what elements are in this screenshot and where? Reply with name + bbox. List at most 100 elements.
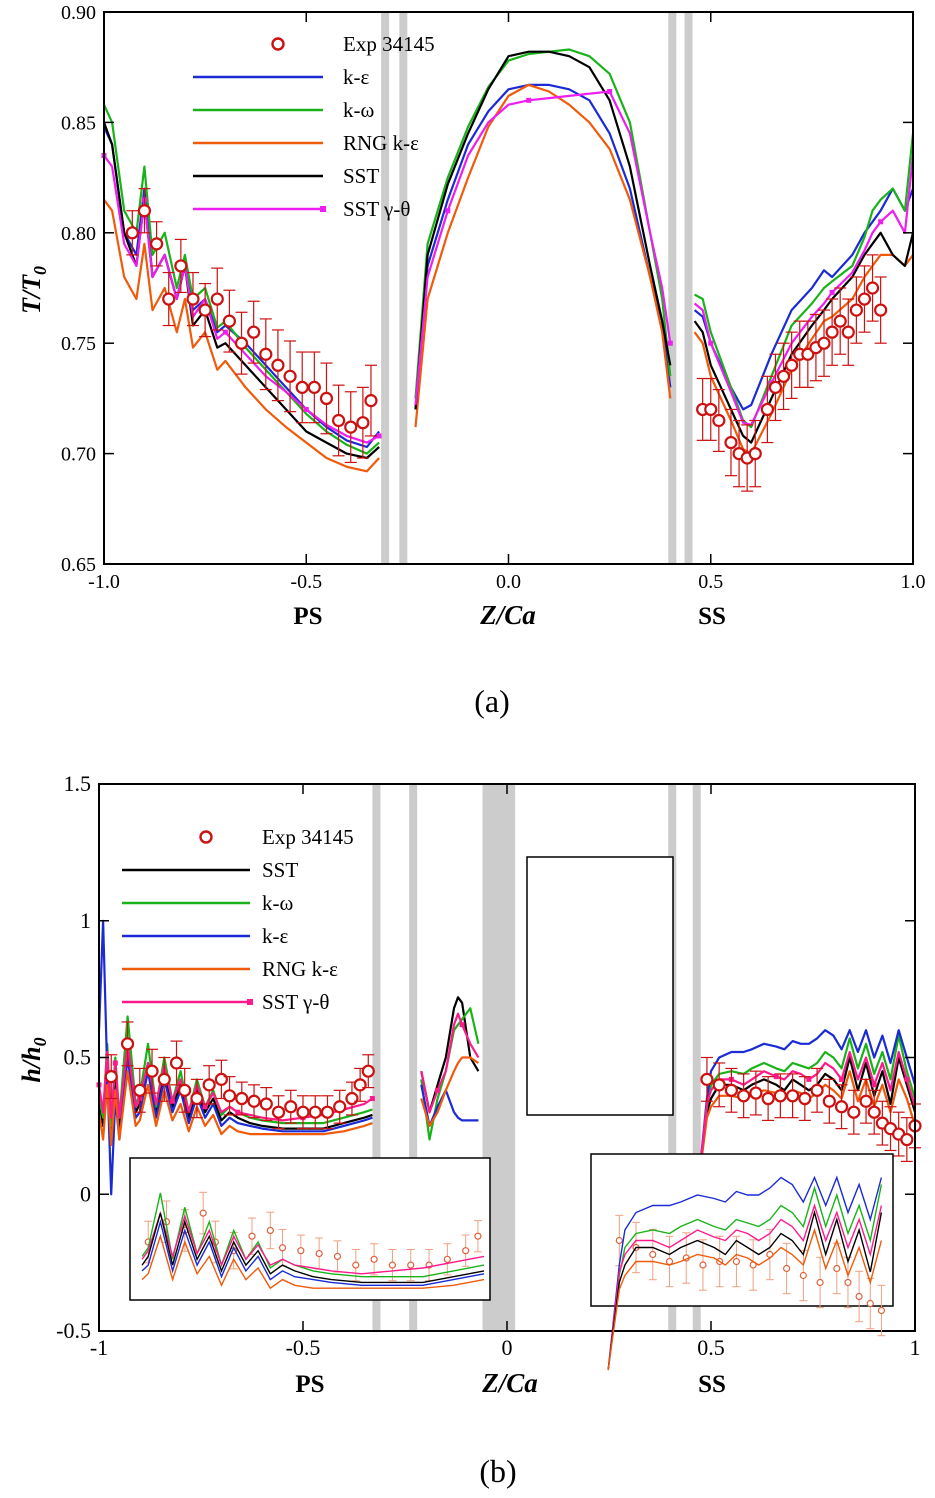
legend-item: k-ω <box>122 891 293 915</box>
legend-item: Exp 34145 <box>271 32 435 56</box>
series-marker <box>871 1082 877 1088</box>
inset-exp-marker <box>732 1257 741 1266</box>
x-tick-label: 0.0 <box>496 571 521 593</box>
panel-b-ylabel: h/h0 <box>17 1037 50 1082</box>
legend-item: SST <box>122 858 298 882</box>
exp-marker <box>841 325 855 339</box>
exp-point <box>284 1089 298 1124</box>
inset-line-SST γ-θ <box>607 1203 883 1371</box>
exp-point <box>776 342 791 411</box>
exp-point <box>785 1073 800 1119</box>
exp-point <box>198 282 212 338</box>
series-marker <box>459 1022 465 1028</box>
exp-point <box>817 309 831 377</box>
legend-label: Exp 34145 <box>343 32 435 56</box>
inset-line-RNG k-ε <box>607 1227 883 1371</box>
legend-label: RNG k-ε <box>262 957 338 981</box>
legend-item: k-ε <box>193 65 369 89</box>
exp-marker <box>361 1064 375 1078</box>
exp-marker <box>174 259 188 273</box>
exp-point <box>133 1067 147 1113</box>
panel-a-side-label-ss: SS <box>698 603 726 630</box>
exp-marker <box>162 292 176 306</box>
exp-point <box>874 276 888 344</box>
exp-point <box>104 1054 118 1100</box>
grey-band <box>409 785 418 1330</box>
exp-point <box>859 1078 873 1124</box>
x-tick-label: 1 <box>910 1335 921 1360</box>
exp-point <box>768 353 783 422</box>
exp-point <box>210 267 224 331</box>
exp-marker <box>834 1100 849 1114</box>
exp-marker <box>308 1105 322 1119</box>
series-marker <box>708 340 714 346</box>
exp-marker <box>332 413 346 428</box>
exp-point <box>834 1084 849 1130</box>
exp-point <box>748 419 762 488</box>
y-tick-label: 0 <box>80 1181 91 1206</box>
exp-point <box>271 1095 286 1130</box>
exp-marker <box>785 358 799 372</box>
exp-marker <box>810 1083 824 1097</box>
exp-marker <box>724 1083 739 1097</box>
exp-point <box>247 1084 261 1119</box>
exp-marker <box>761 1091 775 1106</box>
exp-marker <box>748 447 762 461</box>
exp-point <box>234 311 249 375</box>
exp-point <box>247 300 261 364</box>
inset-exp-marker <box>388 1261 397 1269</box>
inset-exp-marker <box>816 1278 824 1287</box>
series-marker <box>235 1109 241 1115</box>
exp-marker <box>259 1097 273 1111</box>
exp-marker <box>235 1091 249 1106</box>
legend-exp-marker <box>199 830 213 844</box>
y-tick-label: 0.90 <box>61 2 96 24</box>
exp-marker <box>712 1078 726 1092</box>
exp-point <box>125 210 139 256</box>
inset-exp-marker <box>278 1244 287 1252</box>
exp-point <box>319 362 334 435</box>
legend-item: Exp 34145 <box>199 825 354 849</box>
legend-label: k-ε <box>343 65 369 89</box>
inset-exp-marker <box>665 1257 674 1266</box>
grey-band <box>668 13 677 563</box>
exp-marker <box>817 336 831 350</box>
exp-point <box>271 329 285 402</box>
exp-marker <box>700 1072 714 1086</box>
x-tick-label: 0.5 <box>698 571 723 593</box>
exp-marker <box>247 1094 261 1108</box>
inset-ps <box>129 1157 491 1301</box>
exp-marker <box>259 347 273 361</box>
y-tick-label: 1 <box>80 908 91 933</box>
exp-point <box>737 1073 751 1119</box>
exp-marker <box>169 1056 184 1070</box>
exp-marker <box>202 1078 216 1092</box>
exp-marker <box>186 292 200 306</box>
legend-item: k-ε <box>122 924 288 948</box>
y-tick-label: 1.5 <box>64 771 92 796</box>
exp-marker <box>724 435 738 450</box>
x-tick-label: -0.5 <box>286 1335 321 1360</box>
exp-marker <box>865 281 880 295</box>
x-tick-label: -1.0 <box>88 571 120 593</box>
inset-exp-marker <box>855 1292 863 1301</box>
exp-point <box>732 419 746 488</box>
panel-a-side-label-ps: PS <box>293 603 322 630</box>
exp-point <box>283 340 297 413</box>
y-tick-label: 0.75 <box>61 333 96 355</box>
exp-point <box>202 1065 216 1105</box>
panel-b-heat-transfer-chart: -1 -0.5 0 0.5 1-0.500.511.5 Exp 34145SSTk-ωk… <box>17 771 922 1489</box>
inset-exp-marker <box>370 1255 378 1263</box>
inset-middle <box>526 856 674 1116</box>
inset-line-RNG k-ε <box>141 1233 485 1290</box>
exp-marker <box>247 325 261 339</box>
exp-point <box>186 271 200 327</box>
exp-marker <box>344 420 358 434</box>
exp-point <box>222 289 236 353</box>
exp-point <box>174 238 188 294</box>
exp-marker <box>333 1100 347 1114</box>
series-marker <box>773 1074 779 1080</box>
exp-point <box>162 271 176 327</box>
exp-marker <box>364 394 378 408</box>
